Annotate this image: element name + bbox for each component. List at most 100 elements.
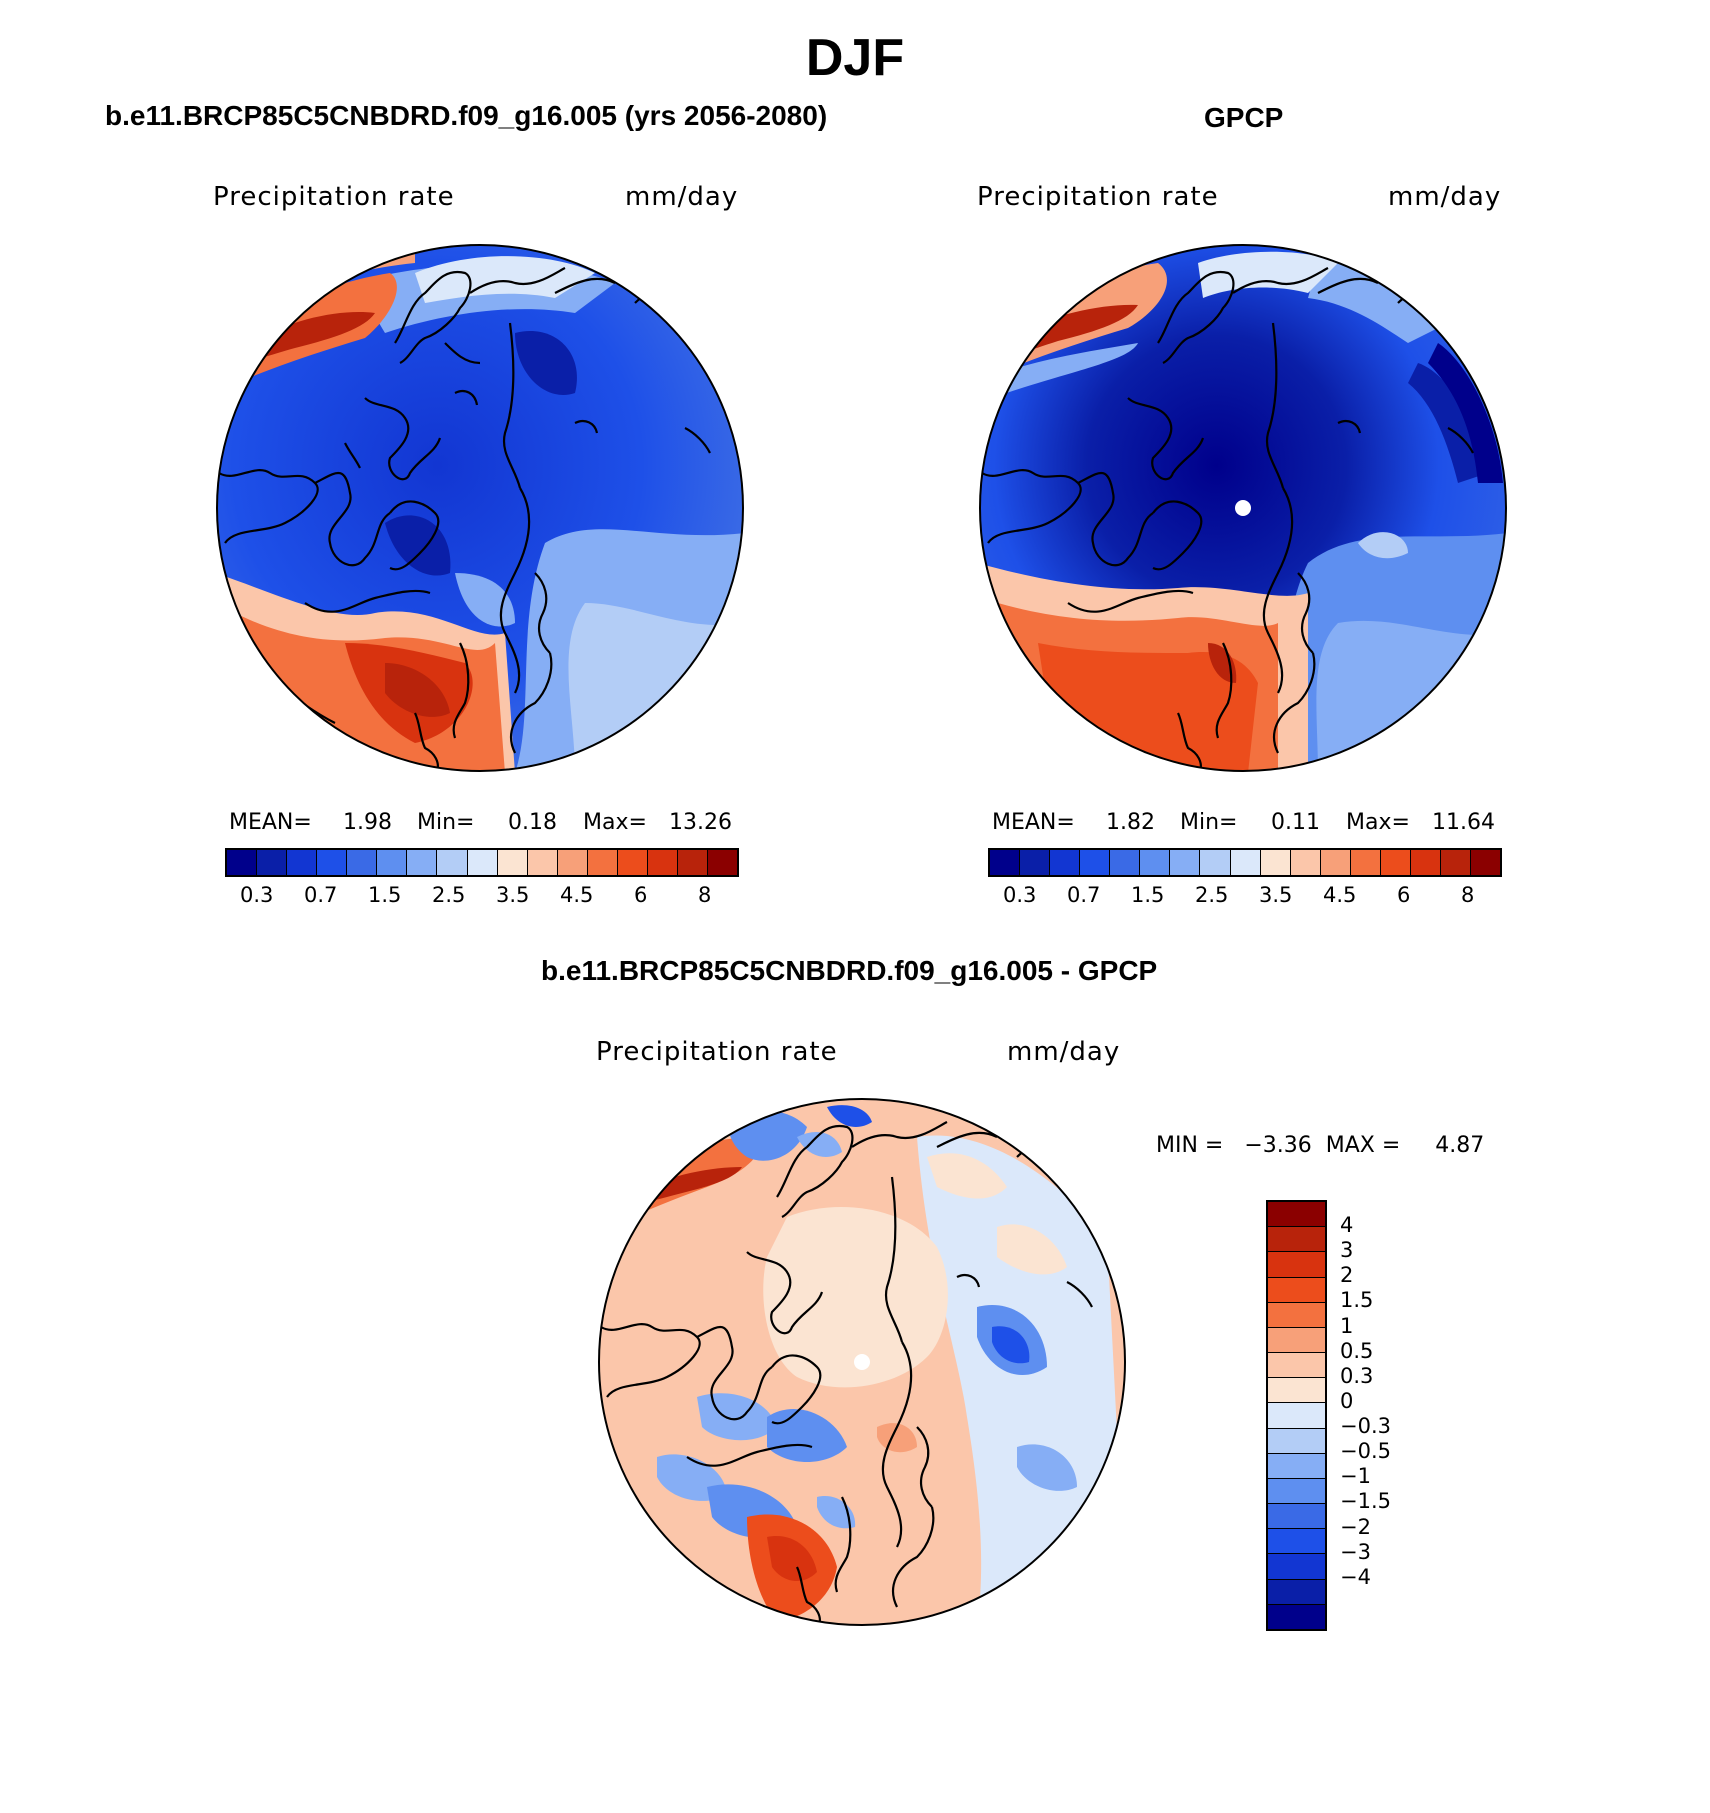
panel-1-polar-map: [216, 244, 744, 772]
colorbar-swatch: [527, 850, 558, 875]
panel-2-colorbar-tick: 8: [1461, 883, 1475, 907]
panel-3-colorbar: [1266, 1200, 1327, 1631]
panel-2-colorbar-tick: 2.5: [1195, 883, 1229, 907]
colorbar-swatch: [1268, 1579, 1325, 1605]
colorbar-swatch: [1260, 850, 1291, 875]
colorbar-swatch: [1268, 1378, 1325, 1404]
panel-1-colorbar-tick: 1.5: [368, 883, 402, 907]
colorbar-swatch: [407, 850, 438, 875]
colorbar-swatch: [990, 850, 1021, 875]
colorbar-swatch: [1410, 850, 1441, 875]
panel-1-colorbar-tick: 0.3: [240, 883, 274, 907]
colorbar-swatch: [1350, 850, 1381, 875]
colorbar-swatch: [287, 850, 318, 875]
colorbar-swatch: [1230, 850, 1261, 875]
colorbar-swatch: [1268, 1529, 1325, 1555]
panel-3-colorbar-tick: −0.5: [1340, 1439, 1391, 1464]
colorbar-swatch: [1290, 850, 1321, 875]
colorbar-swatch: [377, 850, 408, 875]
panel-3-colorbar-tick: 0.5: [1340, 1338, 1374, 1363]
colorbar-swatch: [1268, 1353, 1325, 1379]
panel-3-colorbar-tick: −3: [1340, 1539, 1371, 1564]
colorbar-swatch: [1200, 850, 1231, 875]
panel-1-colorbar-tick: 8: [698, 883, 712, 907]
colorbar-swatch: [677, 850, 708, 875]
colorbar-swatch: [1440, 850, 1471, 875]
panel-2-colorbar-tick: 6: [1397, 883, 1411, 907]
colorbar-swatch: [1268, 1302, 1325, 1328]
colorbar-swatch: [1380, 850, 1411, 875]
panel-1-title: b.e11.BRCP85C5CNBDRD.f09_g16.005 (yrs 20…: [105, 100, 828, 131]
colorbar-swatch: [437, 850, 468, 875]
panel-3-polar-map: [598, 1098, 1126, 1626]
panel-2-mean-value: 1.82: [1106, 810, 1155, 835]
panel-1-units-label: mm/day: [625, 182, 739, 212]
colorbar-swatch: [1268, 1202, 1325, 1228]
panel-2-max-label: Max=: [1346, 810, 1410, 835]
colorbar-swatch: [587, 850, 618, 875]
colorbar-swatch: [1020, 850, 1051, 875]
panel-2-polar-map: [979, 244, 1507, 772]
panel-1-colorbar-tick: 3.5: [496, 883, 530, 907]
panel-3-colorbar-tick: 1.5: [1340, 1288, 1374, 1313]
colorbar-swatch: [1268, 1554, 1325, 1580]
panel-2-min-label: Min=: [1180, 810, 1238, 835]
colorbar-swatch: [1170, 850, 1201, 875]
panel-2-colorbar-tick: 0.7: [1067, 883, 1101, 907]
panel-2-colorbar-tick: 4.5: [1323, 883, 1357, 907]
season-title: DJF: [805, 29, 905, 87]
panel-2-units-label: mm/day: [1388, 182, 1502, 212]
colorbar-swatch: [1080, 850, 1111, 875]
panel-3-colorbar-tick: −1: [1340, 1464, 1371, 1489]
colorbar-swatch: [227, 850, 258, 875]
panel-3-colorbar-tick: 3: [1340, 1238, 1354, 1263]
colorbar-swatch: [1471, 850, 1501, 875]
panel-3-colorbar-tick: 2: [1340, 1263, 1354, 1288]
colorbar-swatch: [557, 850, 588, 875]
panel-1-min-value: 0.18: [508, 810, 557, 835]
panel-1-colorbar: [225, 848, 739, 877]
panel-1-mean-value: 1.98: [343, 810, 392, 835]
colorbar-swatch: [1268, 1478, 1325, 1505]
panel-1-variable-label: Precipitation rate: [213, 182, 455, 212]
colorbar-swatch: [617, 850, 648, 875]
panel-2-colorbar-tick: 1.5: [1131, 883, 1165, 907]
colorbar-swatch: [1268, 1453, 1325, 1479]
colorbar-swatch: [1268, 1428, 1325, 1454]
panel-1-colorbar-tick: 4.5: [560, 883, 594, 907]
panel-3-colorbar-tick: 1: [1340, 1313, 1354, 1338]
panel-2-mean-label: MEAN=: [992, 810, 1075, 835]
panel-1-colorbar-tick: 2.5: [432, 883, 466, 907]
panel-3-colorbar-tick: −1.5: [1340, 1489, 1391, 1514]
panel-3-colorbar-tick: −2: [1340, 1514, 1371, 1539]
colorbar-swatch: [1268, 1604, 1325, 1629]
panel-3-colorbar-tick: −0.3: [1340, 1414, 1391, 1439]
colorbar-swatch: [1268, 1277, 1325, 1303]
panel-3-title: b.e11.BRCP85C5CNBDRD.f09_g16.005 - GPCP: [541, 955, 1158, 986]
colorbar-swatch: [1110, 850, 1141, 875]
colorbar-swatch: [1268, 1403, 1325, 1429]
panel-2-colorbar: [988, 848, 1502, 877]
panel-3-colorbar-tick: −4: [1340, 1564, 1371, 1589]
panel-3-colorbar-tick: 0.3: [1340, 1363, 1374, 1388]
colorbar-swatch: [1140, 850, 1171, 875]
panel-2-title: GPCP: [1204, 102, 1284, 133]
colorbar-swatch: [1268, 1252, 1325, 1278]
panel-2-max-value: 11.64: [1432, 810, 1495, 835]
panel-2-variable-label: Precipitation rate: [977, 182, 1219, 212]
panel-1-max-value: 13.26: [669, 810, 732, 835]
panel-3-variable-label: Precipitation rate: [596, 1037, 838, 1067]
colorbar-swatch: [708, 850, 738, 875]
panel-3-colorbar-tick: 0: [1340, 1388, 1354, 1413]
panel-1-max-label: Max=: [583, 810, 647, 835]
colorbar-swatch: [1268, 1504, 1325, 1530]
panel-1-colorbar-tick: 0.7: [304, 883, 338, 907]
panel-1-min-label: Min=: [417, 810, 475, 835]
colorbar-swatch: [1320, 850, 1351, 875]
colorbar-swatch: [317, 850, 348, 875]
panel-1-colorbar-tick: 6: [634, 883, 648, 907]
colorbar-swatch: [1268, 1227, 1325, 1253]
colorbar-swatch: [257, 850, 288, 875]
panel-3-colorbar-tick: 4: [1340, 1213, 1354, 1238]
panel-2-colorbar-tick: 3.5: [1259, 883, 1293, 907]
